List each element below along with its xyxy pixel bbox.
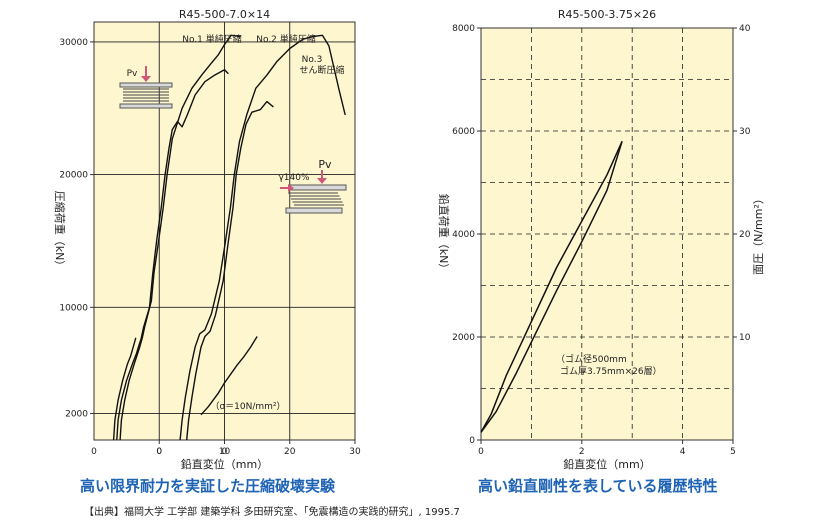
left-series-line-1 [116,69,229,441]
right-ytick-label: 4000 [452,230,475,240]
specimen-plate-bottom [119,103,173,109]
right-chart-title: R45-500-3.75×26 [558,8,656,21]
right-xtick-label: 0 [478,447,484,457]
right-y2tick-label: 20 [739,230,751,240]
left-series-line-5 [179,34,346,441]
annotation-no3: No.3 [302,55,323,65]
right-xtick-label: 2 [579,447,585,457]
left-caption: 高い限界耐力を実証した圧縮破壊実験 [80,477,336,495]
left-series-line-6 [200,336,258,416]
annotation-rubber-thickness: ゴム厚3.75mm×26層） [560,365,662,377]
left-ytick-label: 20000 [59,171,88,181]
annotation-no1: No.1 単純圧縮 [182,33,242,45]
right-caption: 高い鉛直剛性を表している履歴特性 [478,477,718,495]
left-xtick-label: 10 [219,447,231,457]
right-y2tick-label: 30 [739,127,751,137]
annotation-no3-shear: せん断圧縮 [299,64,344,76]
annotation-pv-1: Pv [127,69,138,79]
left-series-line-2 [119,34,241,441]
annotation-rubber-diameter: （ゴム径500mm [556,353,627,365]
right-series-line-1 [480,140,623,433]
right-ytick-label: 2000 [452,333,475,343]
right-series-line-2 [480,141,623,433]
left-ytick-label: 2000 [65,409,88,419]
annotation-no2: No.2 単純圧縮 [256,33,316,45]
right-ytick-label: 8000 [452,24,475,34]
specimen-icon-compression [119,66,173,109]
right-xtick-label: 4 [680,447,686,457]
left-xtick-offset-label: 0 [91,447,97,457]
annotation-gamma: γ140% [278,173,310,183]
left-chart-title: R45-500-7.0×14 [179,8,270,21]
left-x-axis-label: 鉛直変位（mm） [181,457,268,471]
load-arrow-head [141,76,151,82]
load-arrow-head [317,178,327,184]
left-xtick-label: 20 [284,447,296,457]
right-ytick-label: 6000 [452,127,475,137]
right-y2-axis-label: 面圧（N/mm²） [752,193,765,275]
right-y2tick-label: 40 [739,24,751,34]
annotation-stress: （σ＝10N/mm²） [210,401,285,412]
left-ytick-label: 30000 [59,38,88,48]
right-x-axis-label: 鉛直変位（mm） [563,457,650,471]
specimen-icon-shear [280,170,347,214]
right-y-axis-label: 鉛直荷重（kN） [437,194,451,275]
right-y2tick-label: 10 [739,333,751,343]
specimen-plate-top [119,82,173,88]
source-citation: 【出典】福岡大学 工学部 建築学科 多田研究室、「免震構造の実践的研究」, 19… [84,507,460,518]
annotation-pv-2: Pv [318,158,332,171]
left-series-line-3 [112,337,137,441]
specimen-plate-bottom [285,207,343,214]
left-xtick-label: 0 [156,447,162,457]
left-xtick-offset-label: 0 [156,447,162,457]
left-y-axis-label: 圧縮荷重（kN） [53,191,67,272]
right-ytick-label: 0 [469,436,475,446]
left-xtick-label: 30 [349,447,361,457]
left-series-line-4 [186,100,274,441]
left-ytick-label: 10000 [59,303,88,313]
right-xtick-label: 5 [730,447,736,457]
left-xtick-offset-label: 0 [222,447,228,457]
shear-arrow-head [288,184,294,192]
specimen-plate-top [289,184,347,191]
